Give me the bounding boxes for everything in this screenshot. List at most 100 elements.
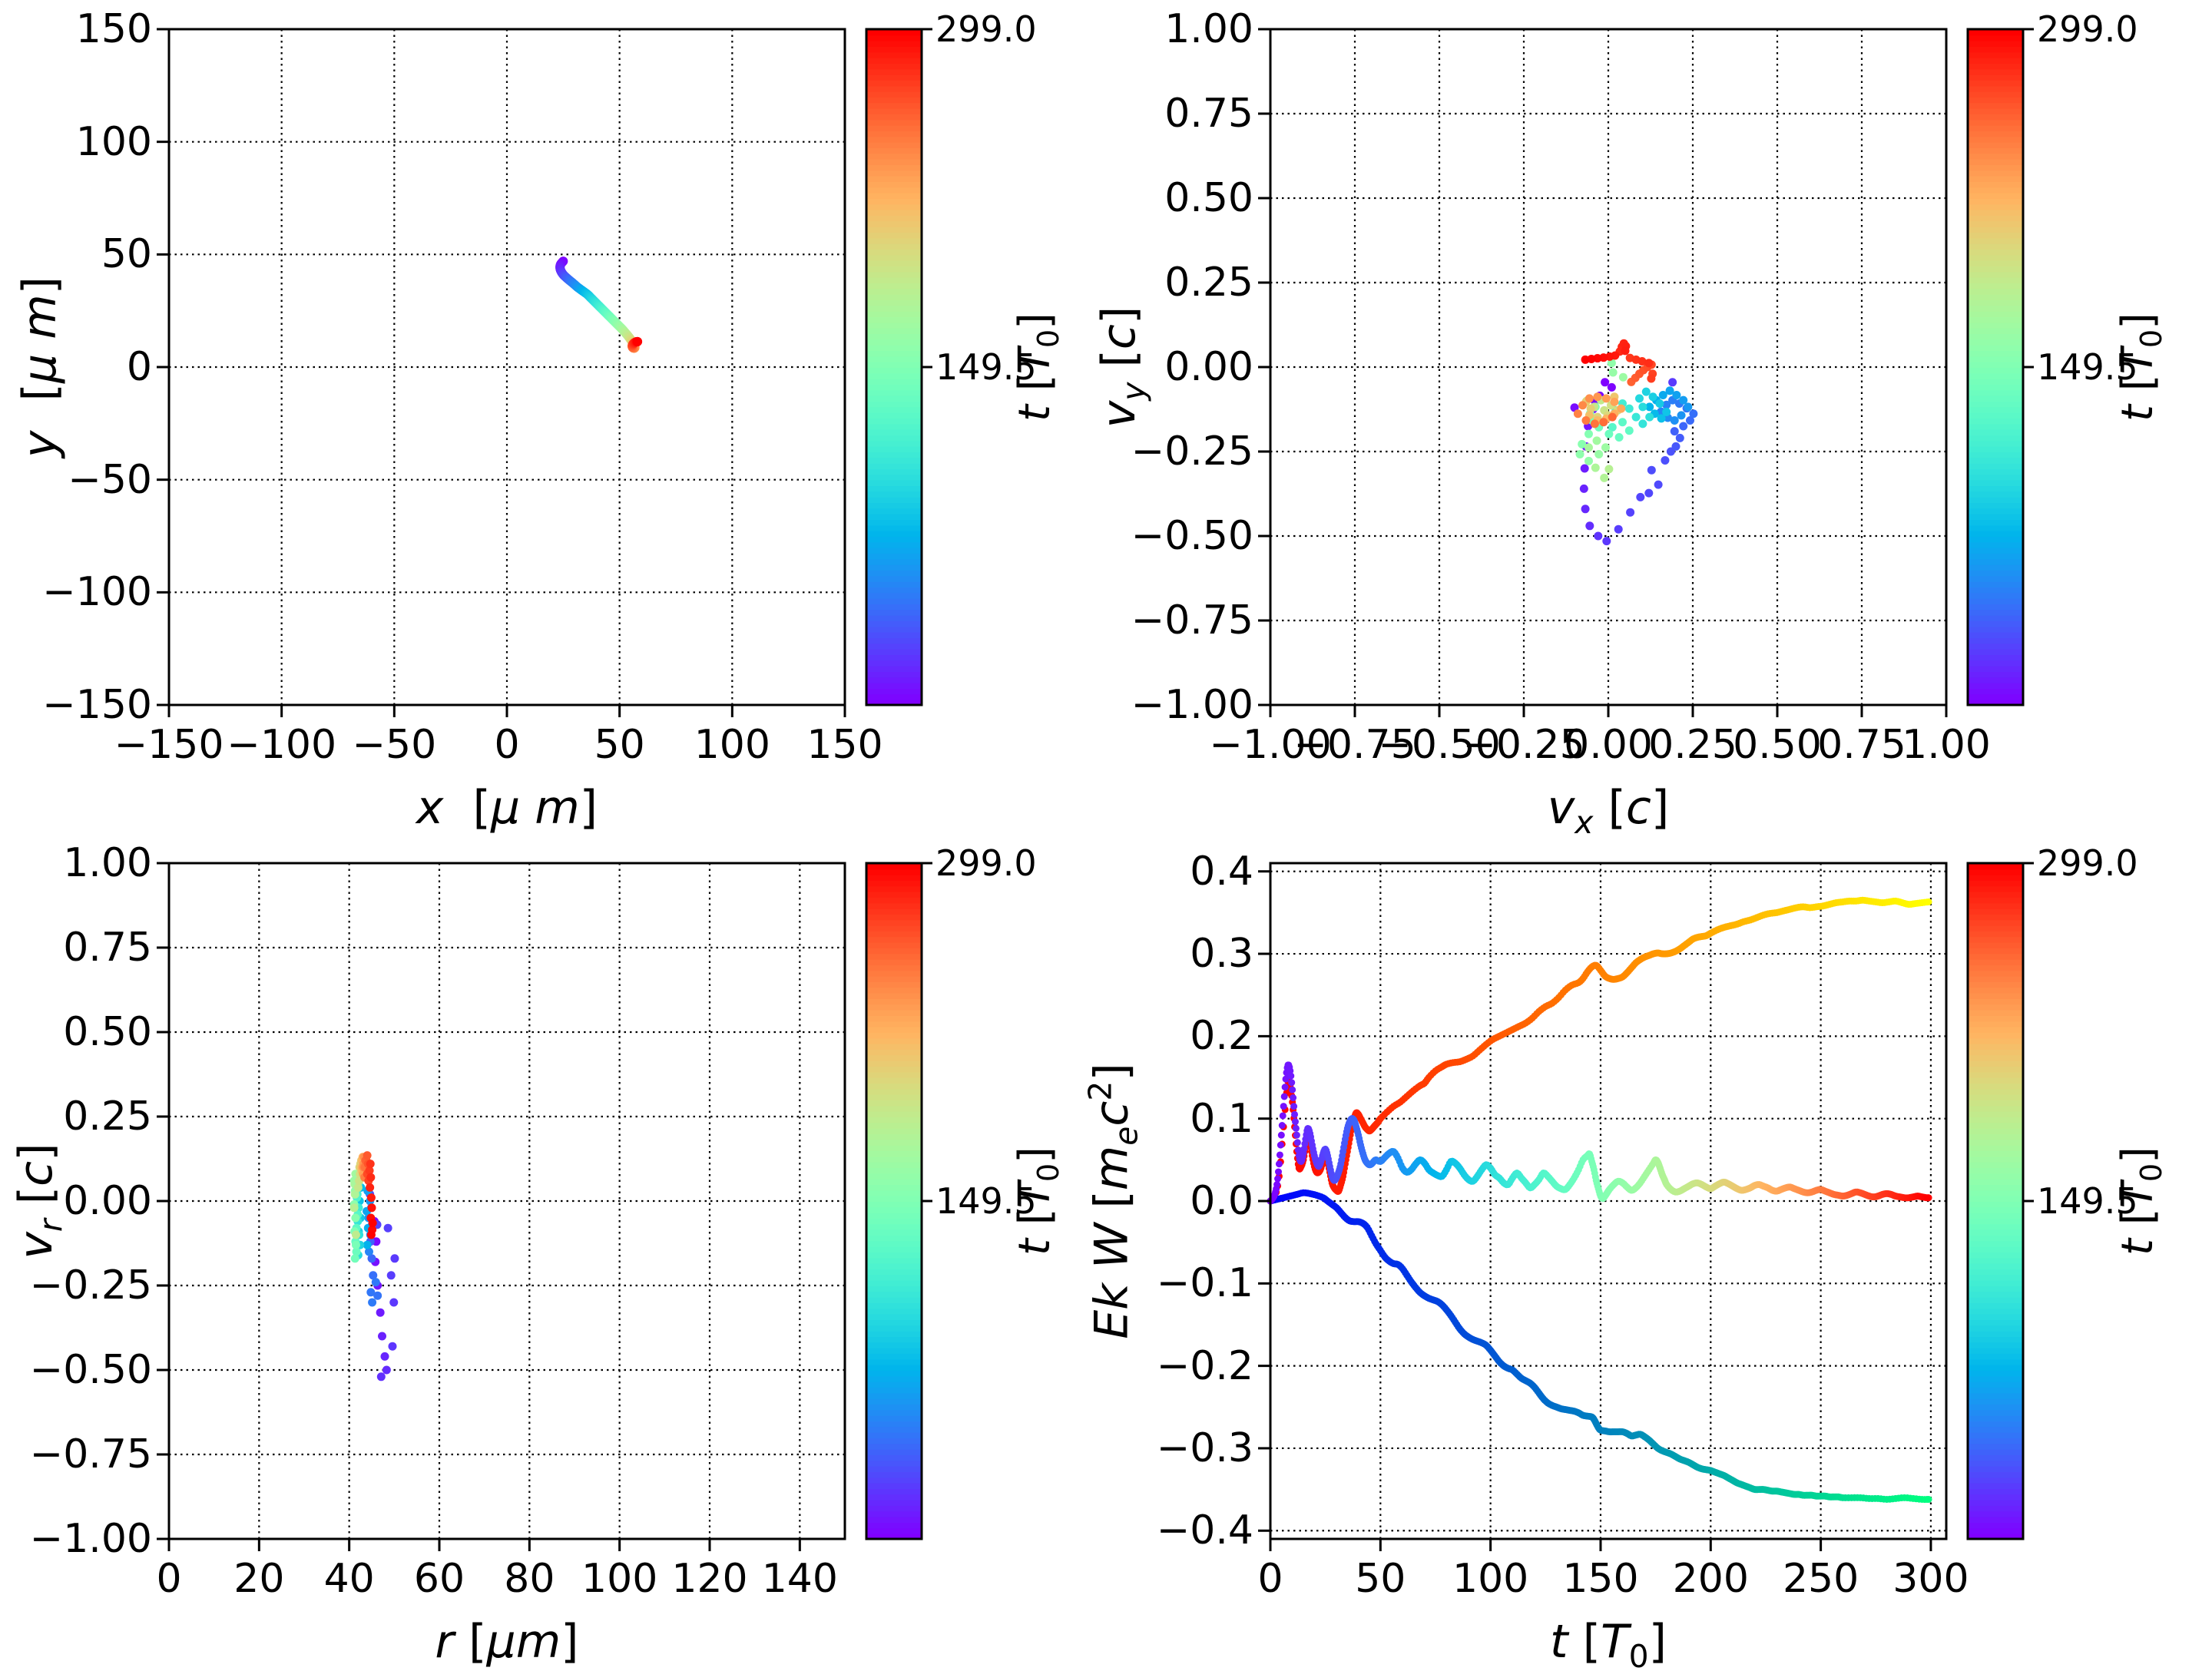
axes-frame [1269, 862, 1948, 1540]
y-tick-label: −0.1 [1156, 1260, 1253, 1307]
tick-marks [157, 28, 846, 717]
x-tick-label: 0.00 [1564, 722, 1653, 768]
colorbar-xy [865, 28, 932, 706]
gridlines [1269, 863, 1946, 1539]
y-tick-label: 0.2 [1190, 1013, 1253, 1060]
x-tick-label: 1.00 [1902, 722, 1991, 768]
gridlines [167, 28, 846, 706]
colorbar-tick-label: 149.5 [935, 1180, 1037, 1222]
x-tick-label: −0.50 [1378, 722, 1501, 768]
axes-frame [1269, 28, 1948, 706]
series-kinetic-energy-rainbow [1267, 1061, 1932, 1205]
y-tick-label: −0.75 [29, 1431, 152, 1477]
y-tick-label: 0.3 [1190, 931, 1253, 978]
x-axis-label: x [μ m] [416, 781, 598, 835]
plot-area-rvr [157, 862, 846, 1551]
y-tick-label: −1.00 [29, 1516, 152, 1562]
y-tick-label: 150 [75, 6, 152, 52]
plot-area-xy [157, 28, 846, 717]
x-tick-label: 20 [233, 1556, 285, 1602]
x-tick-label: 140 [761, 1556, 838, 1602]
y-tick-label: −100 [42, 569, 152, 616]
colorbar-label: t [T0] [2112, 313, 2169, 422]
x-tick-label: 60 [413, 1556, 465, 1602]
x-tick-label: −100 [227, 722, 337, 768]
y-tick-label: 0.00 [1164, 344, 1253, 390]
colorbar-ekw [1966, 862, 2034, 1540]
x-tick-label: 100 [1452, 1556, 1529, 1602]
series-velocity-cloud [1570, 339, 1698, 546]
x-tick-label: 100 [694, 722, 770, 768]
y-tick-label: −0.4 [1156, 1507, 1253, 1554]
y-tick-label: −0.50 [29, 1347, 152, 1393]
x-tick-label: 0 [494, 722, 520, 768]
x-tick-label: 0.50 [1733, 722, 1822, 768]
x-tick-label: 0.25 [1648, 722, 1737, 768]
x-axis-label: vx [c] [1547, 781, 1670, 841]
x-axis-label: r [μm] [435, 1615, 579, 1669]
y-tick-label: 50 [101, 231, 152, 278]
y-tick-label: −50 [68, 456, 152, 503]
x-tick-label: −0.75 [1293, 722, 1416, 768]
x-tick-label: 150 [1562, 1556, 1639, 1602]
y-tick-label: 0.50 [1164, 175, 1253, 221]
colorbar-tick-label: 149.5 [935, 346, 1037, 388]
plot-area-ekw [1258, 862, 1948, 1551]
colorbar-tick-label: 149.5 [2037, 1180, 2138, 1222]
y-tick-label: −0.25 [29, 1262, 152, 1309]
y-tick-label: 0.50 [63, 1009, 152, 1055]
y-tick-label: −0.75 [1131, 597, 1253, 644]
series-radial-velocity-cloud [349, 1151, 399, 1381]
colorbar-rvr [865, 862, 932, 1540]
x-tick-label: 0 [156, 1556, 182, 1602]
x-tick-label: 40 [323, 1556, 375, 1602]
y-tick-label: −0.3 [1156, 1424, 1253, 1471]
tick-marks [1258, 28, 1948, 717]
colorbar-vxvy [1966, 28, 2034, 706]
tick-marks [157, 862, 801, 1551]
x-tick-label: 200 [1672, 1556, 1749, 1602]
y-tick-label: 0.75 [63, 925, 152, 971]
x-tick-label: 0 [1257, 1556, 1283, 1602]
colorbar-tick-label: 299.0 [2037, 842, 2138, 884]
y-tick-label: 1.00 [63, 840, 152, 886]
y-tick-label: 0.4 [1190, 848, 1253, 895]
y-tick-label: −0.2 [1156, 1342, 1253, 1389]
axes-frame [167, 862, 846, 1540]
x-tick-label: 100 [581, 1556, 658, 1602]
x-tick-label: 300 [1892, 1556, 1969, 1602]
y-tick-label: 0.1 [1190, 1095, 1253, 1142]
gridlines [1269, 28, 1948, 706]
series-work-falling-winter [1267, 1189, 1932, 1504]
x-tick-label: 250 [1782, 1556, 1859, 1602]
x-tick-label: 0.75 [1817, 722, 1906, 768]
y-tick-label: −150 [42, 682, 152, 728]
y-axis-label: vy [c] [1092, 306, 1153, 429]
y-tick-label: 0.75 [1164, 91, 1253, 137]
y-axis-label: Ek W [mec2] [1081, 1063, 1145, 1339]
y-axis-label: vr [c] [9, 1143, 70, 1259]
x-tick-label: −50 [352, 722, 437, 768]
y-tick-label: −1.00 [1131, 682, 1253, 728]
colorbar-tick-label: 299.0 [935, 8, 1037, 50]
colorbar-label: t [T0] [2112, 1147, 2169, 1256]
gridlines [167, 862, 845, 1540]
colorbar-tick-label: 299.0 [2037, 8, 2138, 50]
colorbar-tick-label: 299.0 [935, 842, 1037, 884]
x-tick-label: 120 [671, 1556, 748, 1602]
y-tick-label: 100 [75, 118, 152, 165]
colorbar-label: t [T0] [1009, 1147, 1066, 1256]
colorbar-label: t [T0] [1009, 313, 1066, 422]
y-tick-label: −0.25 [1131, 429, 1253, 475]
y-tick-label: 0.25 [63, 1094, 152, 1140]
x-tick-label: 150 [806, 722, 883, 768]
y-tick-label: −0.50 [1131, 513, 1253, 559]
series-trajectory [555, 256, 643, 353]
y-tick-label: 0.25 [1164, 260, 1253, 306]
x-tick-label: 80 [504, 1556, 555, 1602]
colorbar-tick-label: 149.5 [2037, 346, 2138, 388]
x-tick-label: −0.25 [1462, 722, 1585, 768]
y-tick-label: 0 [126, 344, 152, 390]
plot-area-vxvy [1258, 28, 1948, 717]
